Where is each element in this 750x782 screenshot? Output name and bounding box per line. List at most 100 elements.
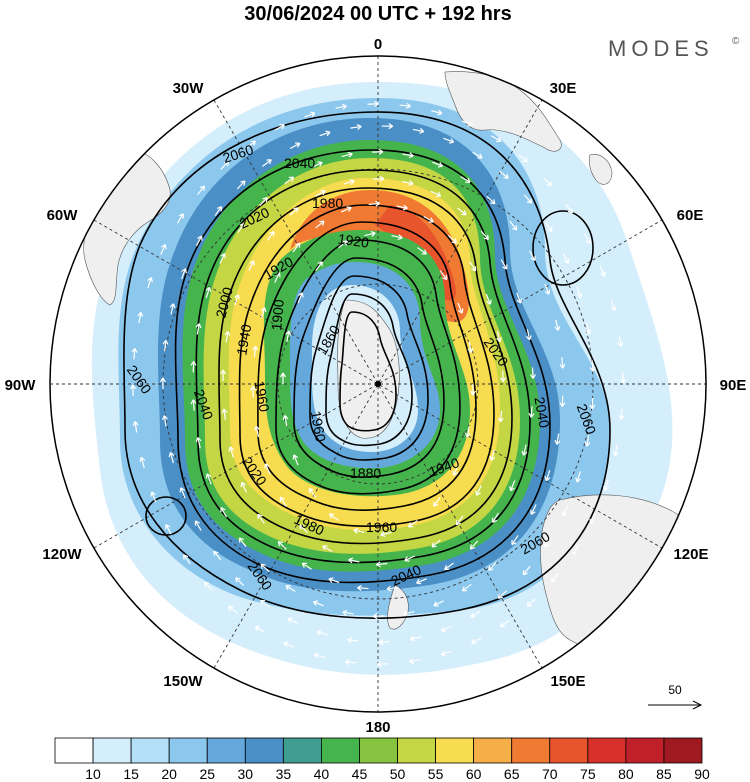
- wind-arrow: [338, 240, 348, 249]
- wind-arrowhead: [316, 629, 322, 636]
- wind-arrowhead: [287, 617, 293, 623]
- colorbar-swatch: [473, 737, 513, 764]
- wind-arrow: [241, 482, 247, 493]
- wind-arrowhead: [397, 234, 403, 241]
- wind-arrowhead: [275, 272, 281, 278]
- colorbar-tick-label: 30: [238, 766, 254, 782]
- wind-arrow: [220, 507, 228, 518]
- wind-arrow: [238, 537, 247, 547]
- wind-arrow: [254, 626, 265, 633]
- reference-vector: 50: [648, 683, 703, 710]
- colorbar-swatch: [397, 737, 436, 764]
- wind-arrowhead: [467, 347, 474, 353]
- wind-arrowhead: [313, 652, 319, 659]
- colorbar-swatch: [435, 737, 475, 764]
- wind-arrowhead: [329, 513, 335, 519]
- wind-arrow: [277, 541, 287, 550]
- wind-arrow: [176, 213, 184, 224]
- wind-arrowhead: [433, 501, 439, 507]
- lon-label-60w: 60W: [47, 207, 79, 224]
- wind-arrowhead: [499, 622, 506, 628]
- wind-arrow: [433, 497, 441, 507]
- colorbar-tick-label: 15: [123, 766, 139, 782]
- wind-arrowhead: [190, 399, 197, 405]
- wind-arrowhead: [470, 612, 476, 618]
- wind-arrow: [311, 161, 323, 168]
- colorbar-swatch: [663, 737, 703, 764]
- wind-arrow: [555, 319, 559, 331]
- wind-arrowhead: [488, 565, 494, 571]
- colorbar-tick-label: 75: [580, 766, 596, 782]
- wind-arrowhead: [223, 161, 230, 167]
- wind-arrowhead: [197, 235, 203, 241]
- wind-arrowhead: [554, 325, 561, 331]
- wind-arrowhead: [341, 103, 347, 110]
- colorbar-tick-label: 40: [314, 766, 330, 782]
- wind-arrow: [283, 642, 295, 648]
- south-pole-marker: [375, 381, 381, 387]
- wind-arrow: [252, 386, 254, 398]
- wind-arrow: [497, 590, 507, 599]
- wind-arrowhead: [511, 539, 517, 546]
- wind-arrow: [315, 220, 325, 229]
- wind-arrow: [443, 137, 454, 143]
- wind-arrowhead: [467, 121, 473, 127]
- contour-2060-cell-60e: [532, 210, 594, 286]
- wind-arrowhead: [178, 213, 184, 219]
- wind-arrow: [319, 131, 331, 137]
- wind-arrowhead: [444, 564, 450, 571]
- wind-arrowhead: [589, 366, 596, 372]
- colorbar-swatch: [130, 737, 170, 764]
- wind-arrowhead: [372, 613, 378, 620]
- wind-arrow: [448, 234, 457, 244]
- wind-arrowhead: [620, 378, 627, 384]
- wind-arrowhead: [190, 361, 197, 366]
- wind-arrow: [576, 287, 582, 298]
- wind-arrow: [378, 641, 391, 643]
- wind-arrowhead: [282, 415, 289, 421]
- wind-arrowhead: [461, 586, 468, 592]
- wind-arrow: [297, 292, 303, 304]
- lon-label-90e: 90E: [720, 377, 747, 394]
- wind-arrow: [341, 153, 353, 158]
- wind-arrowhead: [380, 531, 386, 538]
- contour-label-1880: 1880: [350, 465, 381, 481]
- wind-arrow: [430, 190, 441, 197]
- colorbar-tick-label: 80: [618, 766, 634, 782]
- wind-arrowhead: [374, 100, 379, 107]
- meridian-150: [213, 99, 543, 669]
- wind-arrow: [163, 415, 167, 427]
- wind-arrow: [133, 348, 136, 360]
- wind-arrow: [266, 231, 275, 241]
- wind-arrow: [599, 265, 605, 277]
- wind-arrow: [431, 110, 443, 114]
- wind-arrowhead: [437, 162, 444, 168]
- wind-arrow: [431, 539, 441, 548]
- wind-arrowhead: [465, 177, 471, 183]
- wind-arrowhead: [194, 520, 200, 526]
- wind-arrowhead: [348, 557, 354, 564]
- wind-arrow: [377, 663, 389, 665]
- wind-arrowhead: [529, 374, 536, 379]
- wind-arrow: [292, 242, 301, 253]
- colorbar-swatch: [244, 737, 284, 764]
- wind-arrowhead: [544, 475, 551, 482]
- contour-2000: [218, 187, 513, 545]
- wind-arrowhead: [603, 485, 609, 491]
- wind-arrowhead: [342, 609, 348, 616]
- wind-arrow: [511, 535, 519, 545]
- wind-arrowhead: [483, 234, 489, 240]
- wind-arrowhead: [492, 517, 498, 523]
- wind-arrow: [402, 180, 414, 185]
- wind-arrowhead: [489, 455, 496, 461]
- wind-arrow: [353, 529, 365, 534]
- wind-arrowhead: [497, 593, 503, 599]
- wind-arrowhead: [252, 345, 259, 351]
- wind-arrowhead: [575, 477, 582, 483]
- wind-arrow: [510, 480, 516, 491]
- wind-arrowhead: [442, 274, 448, 281]
- wind-arrowhead: [554, 439, 561, 445]
- madagascar: [588, 154, 613, 185]
- wind-arrowhead: [285, 330, 292, 336]
- wind-arrow: [197, 185, 205, 196]
